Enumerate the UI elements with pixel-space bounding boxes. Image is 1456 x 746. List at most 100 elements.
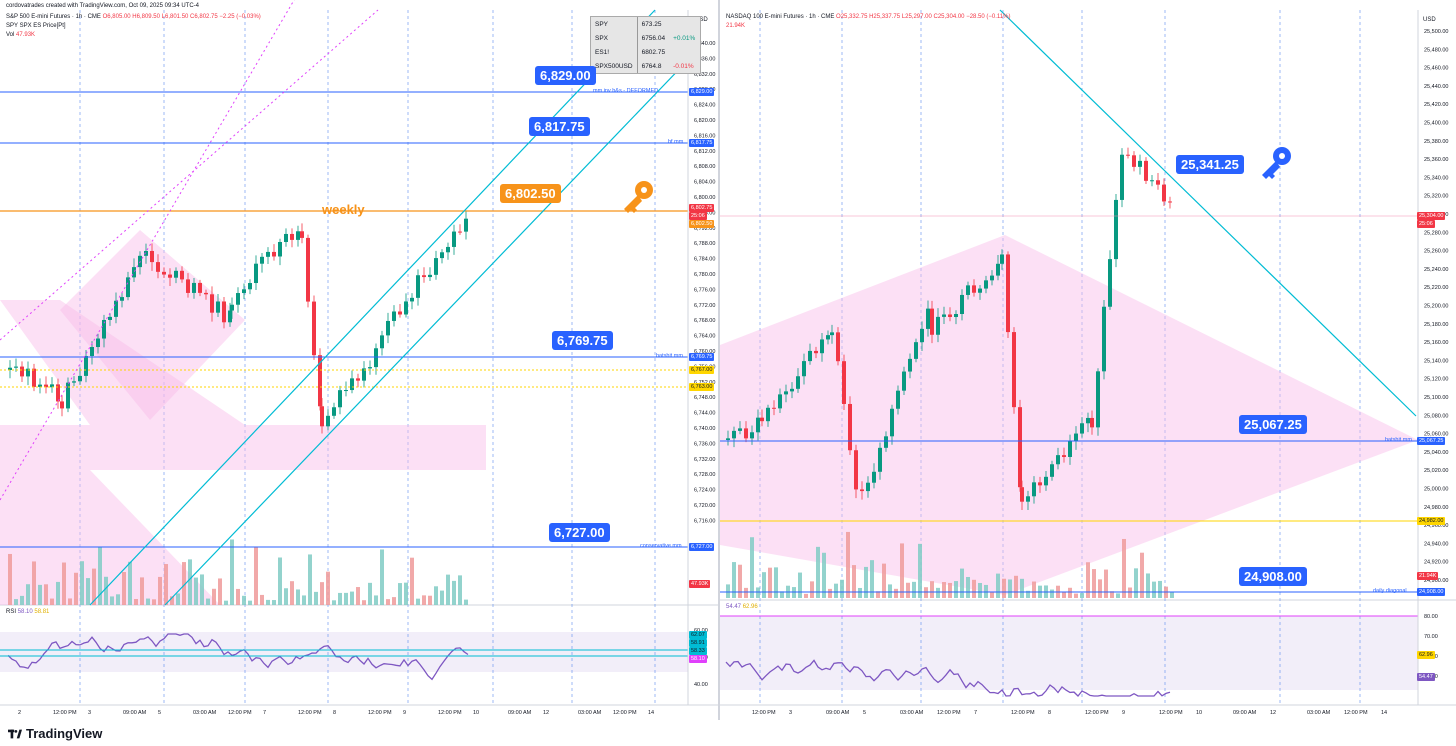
- candle-body: [326, 415, 330, 427]
- quote-row: SPX500USD 6764.8 -0.01%: [591, 59, 699, 73]
- rsi-box: 62.07: [689, 631, 707, 639]
- candle-body: [884, 436, 888, 448]
- chart-pane-nq[interactable]: 25,500.00 25,480.00 25,460.00 25,440.00 25,4…: [720, 0, 1456, 720]
- quote-row: SPX 6756.04 +0.01%: [591, 31, 699, 45]
- time-axis-label: 8: [1048, 710, 1051, 716]
- price-tag-6817[interactable]: 6,817.75: [529, 117, 590, 136]
- quote-table[interactable]: SPY 673.25 SPX 6756.04 +0.01% ES1! 6802.75 S…: [590, 16, 701, 74]
- candle-body: [926, 308, 930, 329]
- volume-bar: [1026, 590, 1030, 598]
- candle-body: [842, 361, 846, 404]
- time-axis-label: 14: [648, 710, 654, 716]
- rsi-band: [720, 616, 1418, 690]
- candle-body: [996, 263, 1000, 276]
- time-axis-label: 12:00 PM: [1159, 710, 1183, 716]
- candle-body: [820, 339, 824, 354]
- candle-body: [848, 403, 852, 451]
- time-axis-label: 12: [1270, 710, 1276, 716]
- tradingview-logo[interactable]: TradingView: [8, 726, 102, 741]
- rsi-legend[interactable]: RSI 58.10 58.81: [6, 608, 49, 616]
- candle-body: [198, 282, 202, 293]
- price-axis-label: 25,000.00: [1424, 487, 1448, 493]
- price-tag-25067[interactable]: 25,067.25: [1239, 415, 1307, 434]
- overlay-legend[interactable]: SPY SPX ES Price[Pt]: [6, 23, 66, 29]
- price-axis-label: 25,080.00: [1424, 413, 1448, 419]
- price-axis-label: 25,240.00: [1424, 267, 1448, 273]
- volume-bar: [200, 574, 204, 605]
- volume-legend[interactable]: 21.94K: [726, 22, 745, 30]
- volume-bar: [302, 595, 306, 605]
- symbol-legend[interactable]: S&P 500 E-mini Futures · 1h · CME O6,805…: [6, 13, 261, 21]
- candle-body: [32, 368, 36, 387]
- candle-body: [756, 417, 760, 433]
- candle-body: [778, 394, 782, 409]
- price-tag-24908[interactable]: 24,908.00: [1239, 567, 1307, 586]
- candle-body: [320, 406, 324, 427]
- volume-bar: [122, 571, 126, 605]
- tradingview-icon: [8, 729, 22, 738]
- volume-bar: [320, 582, 324, 605]
- volume-bar: [110, 596, 114, 605]
- pink-zone: [60, 230, 245, 420]
- candle-body: [978, 288, 982, 293]
- price-axis-label: 6,740.00: [694, 426, 715, 432]
- price-axis-label: 25,400.00: [1424, 121, 1448, 127]
- candle-body: [726, 438, 730, 440]
- trend-line: [0, 9, 379, 341]
- candle-body: [1074, 433, 1078, 442]
- price-axis-label: 6,780.00: [694, 272, 715, 278]
- volume-bar: [1122, 538, 1126, 598]
- time-axis-label: 03:00 AM: [900, 710, 924, 716]
- chart-attribution: cordovatrades created with TradingView.c…: [6, 3, 199, 9]
- ohlc-change: −2.25 (−0.03%): [219, 14, 261, 20]
- weekly-label: weekly: [322, 202, 365, 217]
- volume-legend[interactable]: Vol 47.93K: [6, 31, 35, 39]
- time-axis-label: 14: [1381, 710, 1387, 716]
- axis-box-6769: 6,769.75: [689, 353, 715, 361]
- rsi-value: 58.10: [17, 609, 33, 615]
- symbol-name: NASDAQ 100 E-mini Futures · 1h · CME: [726, 14, 835, 20]
- volume-bar: [1146, 573, 1150, 598]
- time-axis-label: 5: [863, 710, 866, 716]
- price-axis-label: 6,764.00: [694, 334, 715, 340]
- candle-body: [144, 250, 148, 256]
- time-axis-label: 10: [1196, 710, 1202, 716]
- candle-body: [156, 262, 160, 272]
- candle-body: [242, 289, 246, 294]
- es-chart-canvas[interactable]: 6,840.006,836.006,832.006,828.006,824.00…: [0, 0, 718, 720]
- price-tag-6769[interactable]: 6,769.75: [552, 331, 613, 350]
- time-axis-label: 12:00 PM: [298, 710, 322, 716]
- price-tag-6802[interactable]: 6,802.50: [500, 184, 561, 203]
- candle-body: [1138, 160, 1142, 167]
- candle-body: [318, 355, 322, 407]
- volume-bar: [194, 577, 198, 605]
- volume-bar: [308, 554, 312, 605]
- trend-line: [0, 0, 295, 501]
- candle-body: [120, 297, 124, 301]
- candle-body: [908, 358, 912, 372]
- candle-body: [14, 366, 18, 368]
- candle-body: [732, 430, 736, 439]
- key-icon: [1262, 147, 1291, 179]
- trend-line: [164, 59, 689, 606]
- candle-body: [78, 375, 82, 382]
- rsi-legend[interactable]: 54.47 62.96: [726, 603, 758, 611]
- price-tag-6829[interactable]: 6,829.00: [535, 66, 596, 85]
- chart-pane-es[interactable]: 6,840.006,836.006,832.006,828.006,824.00…: [0, 0, 720, 720]
- price-tag-6727[interactable]: 6,727.00: [549, 523, 610, 542]
- axis-box-countdown: 25:06: [1417, 220, 1435, 228]
- volume-bar: [732, 562, 736, 598]
- volume-bar: [834, 583, 838, 598]
- symbol-legend[interactable]: NASDAQ 100 E-mini Futures · 1h · CME O25…: [726, 13, 1010, 21]
- volume-bar: [726, 584, 730, 598]
- volume-bar: [918, 543, 922, 598]
- rsi-ma-value: 62.96: [742, 604, 758, 610]
- nq-chart-canvas[interactable]: 25,500.00 25,480.00 25,460.00 25,440.00 25,4…: [720, 0, 1456, 720]
- volume-bar: [380, 549, 384, 605]
- price-axis-label: 6,736.00: [694, 441, 715, 447]
- volume-bar: [392, 597, 396, 605]
- volume-bar: [20, 595, 24, 605]
- price-tag-25341[interactable]: 25,341.25: [1176, 155, 1244, 174]
- volume-bar: [422, 595, 426, 605]
- candle-body: [290, 233, 294, 240]
